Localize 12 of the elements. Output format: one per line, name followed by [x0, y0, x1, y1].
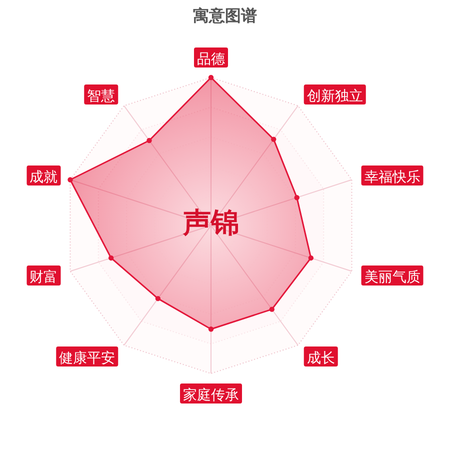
- annotation: 声锦: [183, 207, 239, 238]
- spoke-label: 成就: [30, 168, 58, 184]
- spoke-label: 美丽气质: [364, 268, 420, 285]
- spoke-label: 家庭传承: [183, 386, 239, 402]
- spoke-label: 智慧: [87, 87, 116, 104]
- spoke-label: 健康平安: [59, 350, 116, 366]
- title: 寓意图谱: [193, 8, 257, 25]
- spoke-label: 幸福快乐: [364, 168, 420, 184]
- spoke-label: 品德: [197, 50, 225, 66]
- spoke-label: 成长: [306, 350, 335, 366]
- spoke-label: 创新独立: [306, 87, 363, 104]
- spoke-label: 财富: [30, 268, 58, 285]
